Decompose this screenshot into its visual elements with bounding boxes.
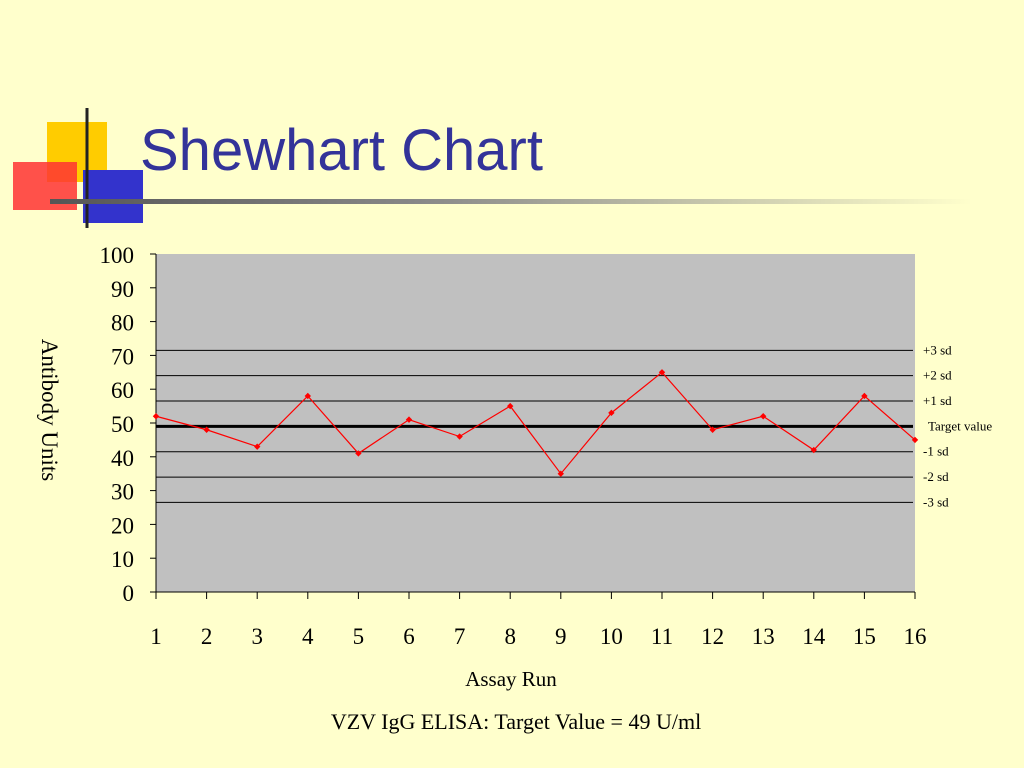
y-tick-label: 80 xyxy=(111,311,134,336)
data-point xyxy=(861,392,868,400)
deco-blue-square xyxy=(83,170,143,223)
title-underline xyxy=(50,199,972,204)
x-tick-label: 10 xyxy=(600,624,623,649)
x-tick-label: 4 xyxy=(302,624,314,649)
x-axis-label: Assay Run xyxy=(465,667,557,691)
x-tick-label: 13 xyxy=(752,624,775,649)
x-tick-label: 5 xyxy=(353,624,365,649)
data-point xyxy=(152,413,160,420)
data-point xyxy=(355,450,362,457)
y-tick-label: 30 xyxy=(111,480,134,505)
data-point xyxy=(203,426,210,433)
data-point xyxy=(608,409,615,417)
chart-caption: VZV IgG ELISA: Target Value = 49 U/ml xyxy=(330,709,702,734)
y-tick-label: 40 xyxy=(111,446,134,471)
y-tick-label: 100 xyxy=(100,243,135,268)
control-line-label: +1 sd xyxy=(923,393,952,408)
data-point xyxy=(456,433,463,440)
y-tick-label: 70 xyxy=(111,344,134,369)
y-axis-label: Antibody Units xyxy=(37,338,62,482)
data-point xyxy=(658,369,666,376)
x-tick-label: 3 xyxy=(251,624,263,649)
x-tick-label: 16 xyxy=(904,624,927,649)
control-line-label: -3 sd xyxy=(923,494,949,509)
data-point xyxy=(709,426,716,433)
data-point xyxy=(507,402,514,410)
plot-area xyxy=(156,254,915,592)
x-tick-label: 12 xyxy=(701,624,724,649)
x-tick-label: 14 xyxy=(802,624,826,649)
x-tick-label: 6 xyxy=(403,624,415,649)
data-point xyxy=(557,470,564,477)
y-tick-label: 60 xyxy=(111,378,134,403)
data-point xyxy=(405,416,413,423)
data-point xyxy=(810,446,817,454)
data-point xyxy=(911,436,919,444)
x-tick-label: 1 xyxy=(150,624,162,649)
y-tick-label: 10 xyxy=(111,547,134,572)
control-line-label: -2 sd xyxy=(923,469,949,484)
x-tick-label: 9 xyxy=(555,624,567,649)
data-point xyxy=(304,392,311,400)
control-line-label: Target value xyxy=(928,418,992,433)
x-tick-label: 15 xyxy=(853,624,876,649)
data-point xyxy=(760,413,767,420)
slide-title: Shewhart Chart xyxy=(140,118,543,183)
control-line-label: +3 sd xyxy=(923,342,952,357)
y-tick-label: 50 xyxy=(111,412,134,437)
y-tick-label: 20 xyxy=(111,513,134,538)
data-point xyxy=(254,443,261,450)
control-line-label: +2 sd xyxy=(923,368,952,383)
x-tick-label: 2 xyxy=(201,624,213,649)
y-tick-label: 0 xyxy=(123,581,135,606)
control-line-label: -1 sd xyxy=(923,444,949,459)
x-tick-label: 7 xyxy=(454,624,466,649)
series-line xyxy=(155,371,916,475)
y-tick-label: 90 xyxy=(111,277,134,302)
x-tick-label: 8 xyxy=(504,624,516,649)
x-tick-label: 11 xyxy=(651,624,673,649)
